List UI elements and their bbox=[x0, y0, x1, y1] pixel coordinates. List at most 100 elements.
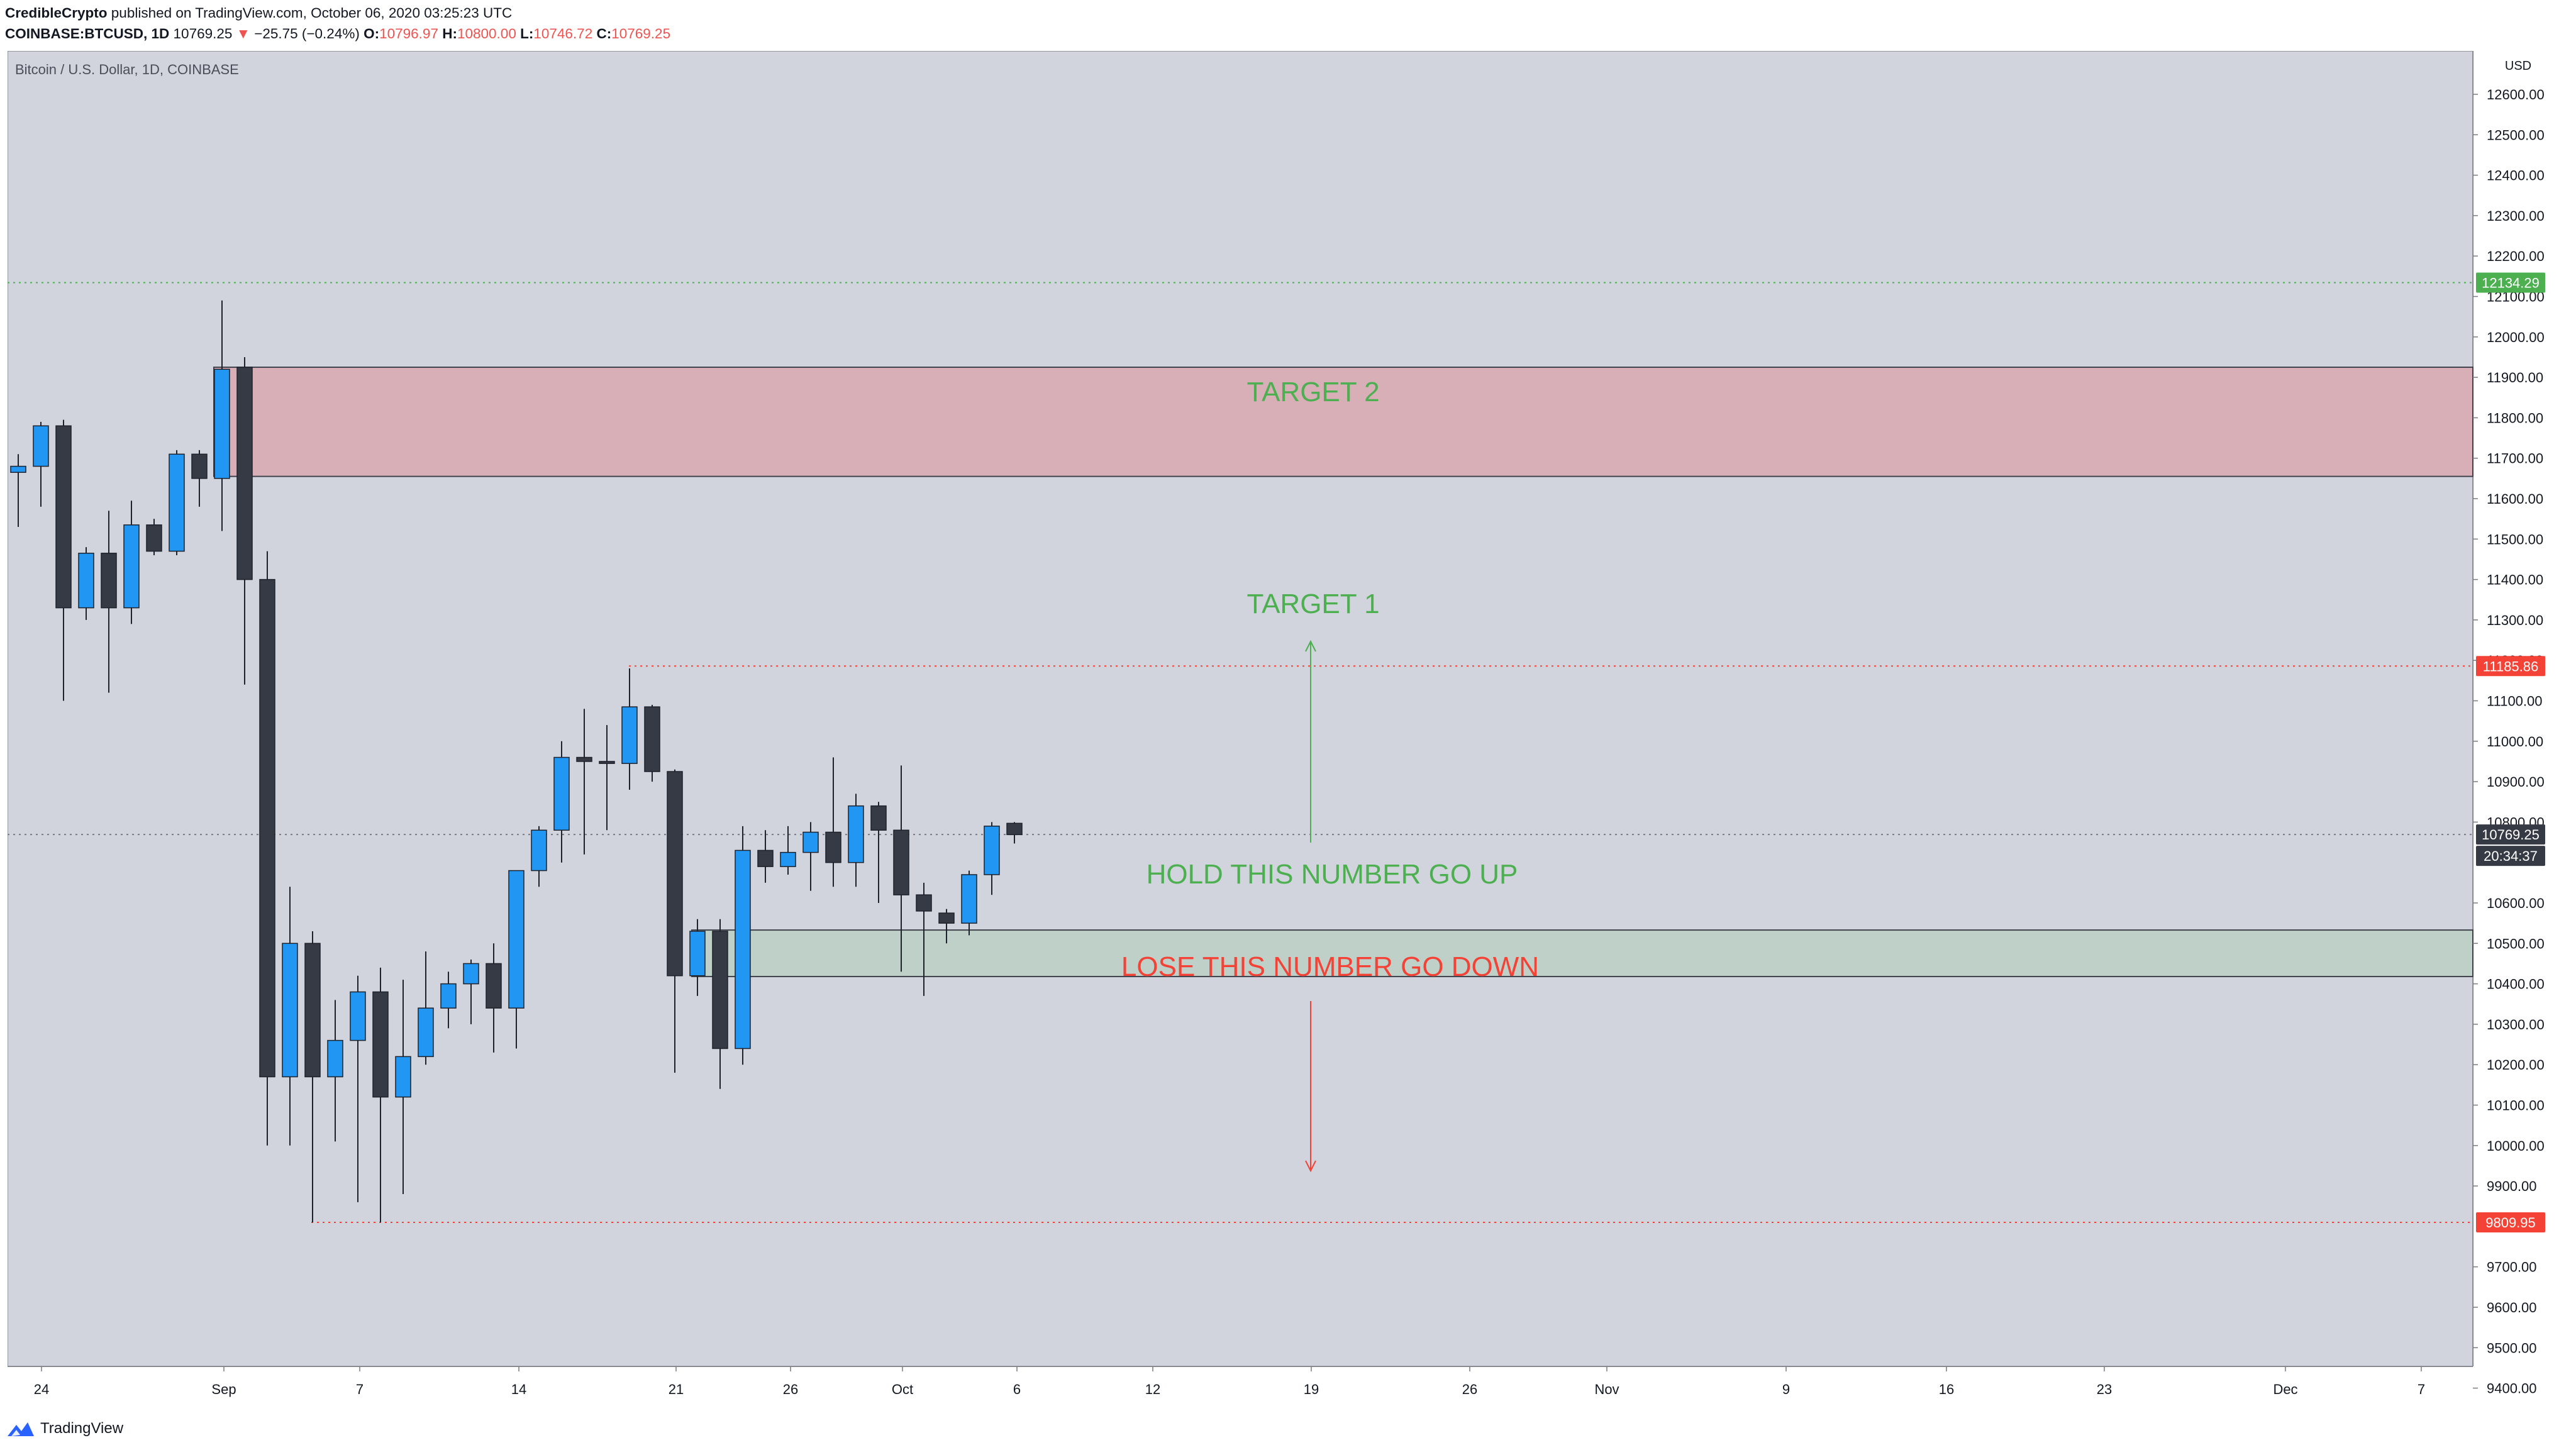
low-value: 10746.72 bbox=[533, 26, 593, 42]
candle-body bbox=[169, 453, 185, 552]
candle-body bbox=[735, 850, 751, 1049]
y-tick-label: 10300.00 bbox=[2487, 1017, 2545, 1032]
price-axis[interactable] bbox=[2473, 51, 2576, 1366]
candle-body bbox=[418, 1007, 434, 1058]
candle bbox=[191, 450, 208, 507]
change-arrow-icon: ▼ bbox=[236, 26, 250, 42]
author-name[interactable]: CredibleCrypto bbox=[5, 5, 108, 21]
chart-pane[interactable] bbox=[8, 51, 2473, 1366]
candle bbox=[55, 419, 72, 701]
x-tick-label: Nov bbox=[1594, 1381, 1619, 1397]
y-tick-label: 11300.00 bbox=[2487, 612, 2543, 628]
price-badge-label: 10769.25 bbox=[2482, 827, 2540, 843]
candle-body bbox=[236, 367, 253, 580]
candle bbox=[1006, 822, 1023, 844]
countdown-label: 20:34:37 bbox=[2484, 848, 2538, 864]
x-tick-label: 9 bbox=[1782, 1381, 1790, 1397]
candle bbox=[259, 551, 275, 1146]
candle bbox=[667, 769, 683, 1073]
y-tick-label: 11900.00 bbox=[2487, 370, 2543, 385]
candle-body bbox=[191, 453, 208, 479]
y-tick-label: 9900.00 bbox=[2487, 1178, 2537, 1194]
lose-label: LOSE THIS NUMBER GO DOWN bbox=[1121, 951, 1539, 982]
candle-body bbox=[508, 870, 525, 1009]
x-tick-label: 21 bbox=[669, 1381, 684, 1397]
candle-body bbox=[848, 805, 864, 863]
x-tick-label: 7 bbox=[356, 1381, 364, 1397]
y-tick-label: 11100.00 bbox=[2487, 694, 2543, 709]
open-value: 10796.97 bbox=[379, 26, 438, 42]
ohlc-line: COINBASE:BTCUSD, 1D 10769.25 ▼ −25.75 (−… bbox=[5, 23, 2458, 44]
x-tick-label: 6 bbox=[1013, 1381, 1021, 1397]
y-tick-label: 11400.00 bbox=[2487, 572, 2543, 588]
low-label: L: bbox=[520, 26, 534, 42]
x-tick-label: 19 bbox=[1304, 1381, 1319, 1397]
y-tick-label: 12500.00 bbox=[2487, 127, 2545, 143]
candle bbox=[10, 454, 26, 528]
candle bbox=[825, 757, 841, 887]
y-tick-label: 10400.00 bbox=[2487, 977, 2545, 992]
target2-label: TARGET 2 bbox=[1246, 377, 1379, 407]
candle-body bbox=[893, 829, 909, 895]
candle bbox=[508, 870, 525, 1049]
candle-body bbox=[870, 805, 887, 831]
candle-body bbox=[916, 894, 932, 912]
candle bbox=[418, 951, 434, 1065]
close-value: 10769.25 bbox=[611, 26, 671, 42]
candle-body bbox=[146, 524, 162, 552]
y-tick-label: 9600.00 bbox=[2487, 1300, 2537, 1315]
footer-brand[interactable]: TradingView bbox=[40, 1420, 124, 1437]
price-badge bbox=[2476, 1212, 2545, 1233]
candle bbox=[236, 357, 253, 685]
candle bbox=[802, 822, 819, 891]
y-tick-label: 10000.00 bbox=[2487, 1138, 2545, 1154]
candle-body bbox=[350, 991, 366, 1041]
candle-body bbox=[667, 771, 683, 977]
candle bbox=[553, 741, 570, 863]
candle bbox=[712, 919, 728, 1089]
candle bbox=[938, 909, 955, 944]
candle-body bbox=[440, 983, 457, 1009]
candle bbox=[395, 980, 411, 1194]
y-tick-label: 12600.00 bbox=[2487, 87, 2545, 102]
candle bbox=[735, 826, 751, 1065]
last-price: 10769.25 bbox=[173, 26, 233, 42]
candle-body bbox=[599, 761, 615, 764]
candle-body bbox=[259, 578, 275, 1078]
candle bbox=[916, 882, 932, 996]
candle-body bbox=[961, 874, 977, 924]
candle bbox=[621, 668, 638, 790]
candle-body bbox=[463, 963, 479, 985]
candle-body bbox=[576, 756, 592, 762]
candle bbox=[486, 943, 502, 1053]
candle bbox=[576, 709, 592, 855]
candle bbox=[780, 826, 796, 875]
candle-body bbox=[531, 829, 547, 872]
candle-body bbox=[78, 553, 94, 609]
high-value: 10800.00 bbox=[457, 26, 516, 42]
y-tick-label: 11500.00 bbox=[2487, 531, 2543, 547]
price-badge bbox=[2476, 824, 2545, 845]
candle-body bbox=[689, 931, 706, 977]
candle bbox=[531, 826, 547, 887]
candle-body bbox=[372, 991, 389, 1098]
candle-body bbox=[757, 850, 774, 867]
chart-header: CredibleCrypto published on TradingView.… bbox=[5, 3, 2458, 47]
x-tick-label: 26 bbox=[783, 1381, 798, 1397]
candle-body bbox=[938, 912, 955, 924]
candle-body bbox=[10, 465, 26, 473]
target1-label: TARGET 1 bbox=[1246, 589, 1379, 619]
currency-label: USD bbox=[2505, 59, 2531, 73]
x-tick-label: 23 bbox=[2097, 1381, 2112, 1397]
price-badge-label: 11185.86 bbox=[2483, 658, 2539, 674]
up-arrow-icon bbox=[1305, 639, 1316, 652]
candle bbox=[78, 547, 94, 620]
symbol-label: COINBASE:BTCUSD, 1D bbox=[5, 26, 170, 42]
candle-body bbox=[282, 943, 298, 1078]
high-label: H: bbox=[442, 26, 457, 42]
candle bbox=[599, 725, 615, 831]
time-axis[interactable] bbox=[8, 1366, 2473, 1410]
pane-title: Bitcoin / U.S. Dollar, 1D, COINBASE bbox=[15, 62, 239, 77]
candle bbox=[757, 830, 774, 883]
